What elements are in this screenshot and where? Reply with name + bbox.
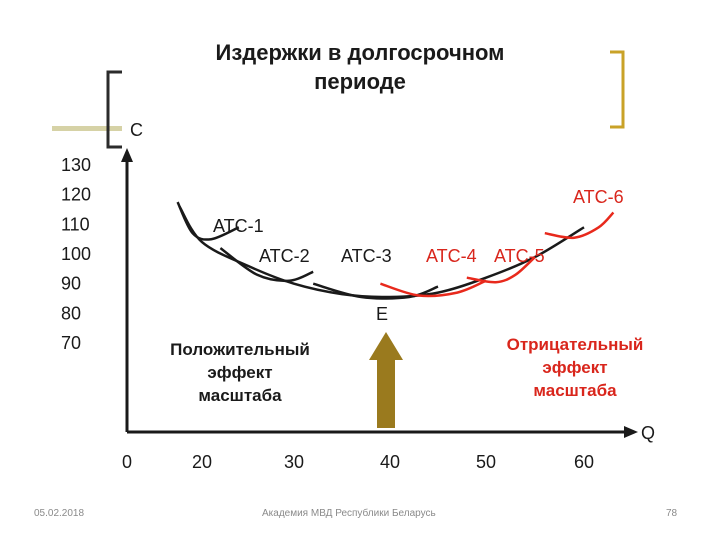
x-axis-label: Q	[641, 423, 655, 443]
negative-effect-text: Отрицательный эффект масштаба	[507, 335, 644, 400]
title-line-1: Издержки в долгосрочном	[215, 40, 505, 65]
atc-3-curve	[312, 282, 439, 300]
y-tick-label: 120	[61, 185, 91, 205]
atc-1-label: ATC-1	[213, 216, 264, 236]
positive-effect-line-3: масштаба	[198, 386, 282, 405]
atc-curves	[176, 201, 615, 300]
y-tick-label: 100	[61, 244, 91, 264]
x-tick-label: 50	[476, 452, 496, 472]
x-tick-label: 20	[192, 452, 212, 472]
chart: C Q 130 120 110 100 90 80 70 0 20 30 40 50 60 ATC-1…	[52, 50, 655, 472]
left-bracket	[106, 70, 122, 149]
negative-effect-line-2: эффект	[542, 358, 607, 377]
x-tick-label: 0	[122, 452, 132, 472]
atc-3-label: ATC-3	[341, 246, 392, 266]
y-tick-label: 90	[61, 274, 81, 294]
point-e-label: E	[376, 304, 388, 324]
x-tick-label: 40	[380, 452, 400, 472]
x-tick-label: 60	[574, 452, 594, 472]
right-bracket	[610, 50, 625, 129]
atc-4-curve	[380, 279, 487, 298]
footer-date: 05.02.2018	[34, 508, 85, 519]
atc-4-label: ATC-4	[426, 246, 477, 266]
footer-organization: Академия МВД Республики Беларусь	[262, 508, 436, 519]
footer-page-number: 78	[666, 508, 678, 519]
positive-effect-text: Положительный эффект масштаба	[170, 340, 310, 405]
title-line-2: периоде	[314, 69, 406, 94]
atc-6-curve	[544, 211, 615, 240]
atc-1-curve	[176, 201, 240, 241]
positive-effect-line-1: Положительный	[170, 340, 310, 359]
y-axis-label: C	[130, 120, 143, 140]
y-tick-label: 70	[61, 333, 81, 353]
x-axis-arrowhead	[624, 426, 638, 438]
atc-5-curve	[466, 256, 536, 284]
y-tick-label: 110	[61, 214, 90, 234]
atc-2-curve	[219, 247, 314, 283]
x-tick-labels: 0 20 30 40 50 60	[122, 452, 594, 472]
y-tick-label: 130	[61, 155, 91, 175]
y-axis-arrowhead	[121, 148, 133, 162]
accent-bar	[52, 126, 122, 131]
atc-6-label: ATC-6	[573, 187, 624, 207]
up-arrow-icon	[369, 332, 403, 428]
negative-effect-line-3: масштаба	[533, 381, 617, 400]
y-tick-label: 80	[61, 303, 81, 323]
atc-2-label: ATC-2	[259, 246, 310, 266]
positive-effect-line-2: эффект	[207, 363, 272, 382]
atc-5-label: ATC-5	[494, 246, 545, 266]
x-tick-label: 30	[284, 452, 304, 472]
negative-effect-line-1: Отрицательный	[507, 335, 644, 354]
slide-title: Издержки в долгосрочном периоде	[150, 38, 570, 96]
y-tick-labels: 130 120 110 100 90 80 70	[61, 155, 91, 353]
